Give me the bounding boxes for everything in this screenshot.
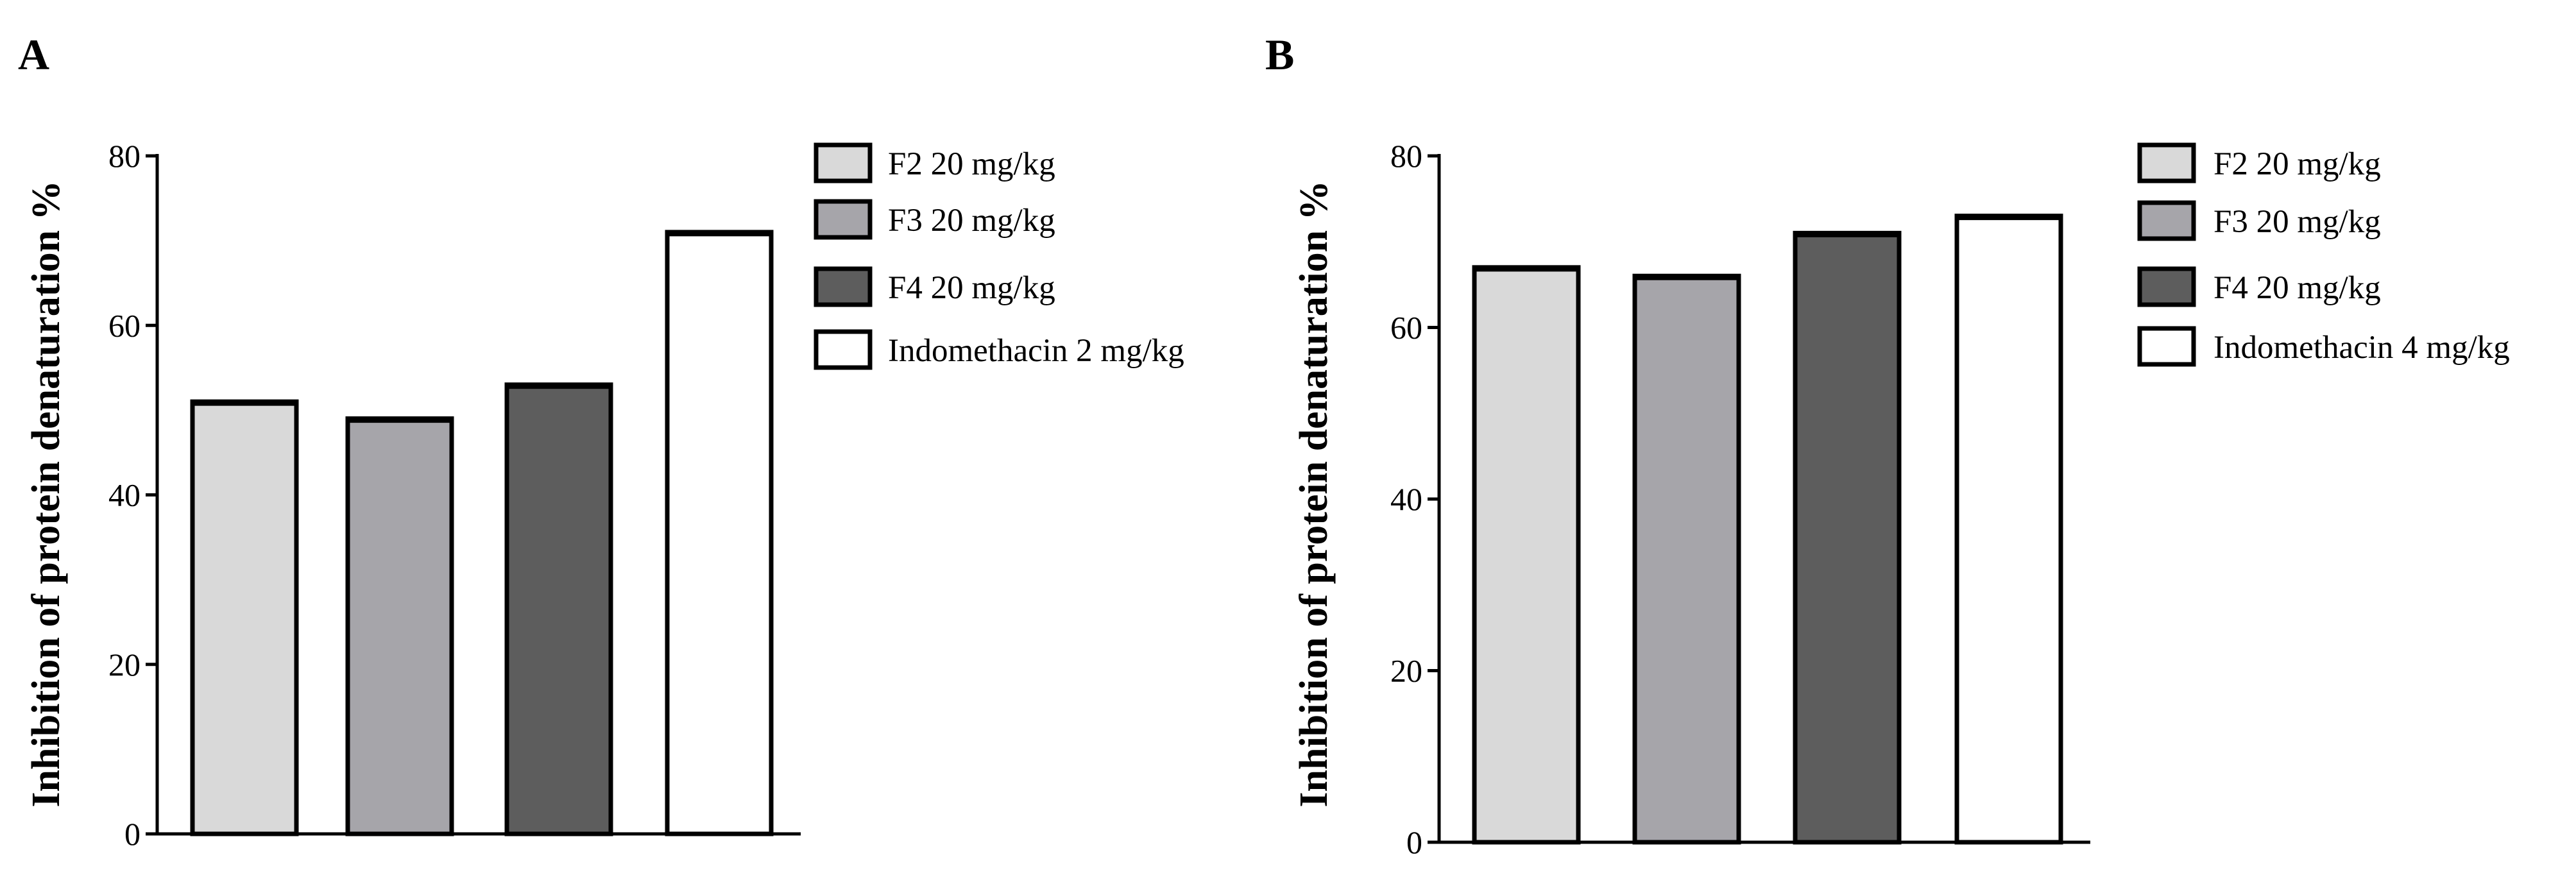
y-tick-label: 0 (124, 816, 141, 852)
bar-indomethacin (665, 230, 774, 836)
y-tick-label: 80 (108, 138, 141, 174)
bar-f3 (1632, 273, 1741, 845)
legend-swatch (814, 142, 873, 183)
legend-swatch (2137, 266, 2196, 307)
y-tick-label: 60 (108, 307, 141, 343)
y-tick-label: 40 (1390, 481, 1422, 517)
bar-f2 (190, 399, 299, 836)
y-tick-label: 20 (1390, 653, 1422, 689)
y-tick-label: 60 (1390, 310, 1422, 346)
bar-indomethacin (1954, 214, 2063, 845)
y-tick-label: 0 (1406, 824, 1422, 860)
panel-label: B (1265, 30, 1294, 79)
chart-panel-a: A Inhibition of protein denaturation % 0 20… (18, 30, 1184, 852)
legend-label: F2 20 mg/kg (2213, 146, 2381, 182)
y-axis-title: Inhibition of protein denaturation % (24, 180, 68, 807)
legend-label: Indomethacin 4 mg/kg (2213, 330, 2510, 366)
y-tick-label: 80 (1390, 138, 1422, 174)
legend-swatch (814, 266, 873, 307)
legend-swatch (2137, 200, 2196, 241)
panel-label: A (18, 30, 49, 79)
legend-label: F3 20 mg/kg (2213, 204, 2381, 240)
bar-f4 (504, 382, 613, 836)
legend-label: F4 20 mg/kg (888, 270, 1055, 306)
legend-swatch (2137, 142, 2196, 183)
legend-label: F3 20 mg/kg (888, 203, 1055, 239)
bar-f4 (1793, 230, 1902, 845)
legend-swatch (814, 329, 873, 370)
bar-f2 (1472, 265, 1581, 845)
legend-label: Indomethacin 2 mg/kg (888, 333, 1184, 369)
legend-swatch (814, 199, 873, 240)
chart-panel-b: B Inhibition of protein denaturation % 0 20… (1265, 30, 2510, 860)
y-tick-label: 40 (108, 477, 141, 513)
legend-swatch (2137, 326, 2196, 367)
y-tick-label: 20 (108, 647, 141, 683)
legend-label: F2 20 mg/kg (888, 146, 1055, 182)
y-axis-title: Inhibition of protein denaturation % (1292, 180, 1336, 807)
bar-f3 (345, 416, 454, 836)
legend-label: F4 20 mg/kg (2213, 270, 2381, 306)
